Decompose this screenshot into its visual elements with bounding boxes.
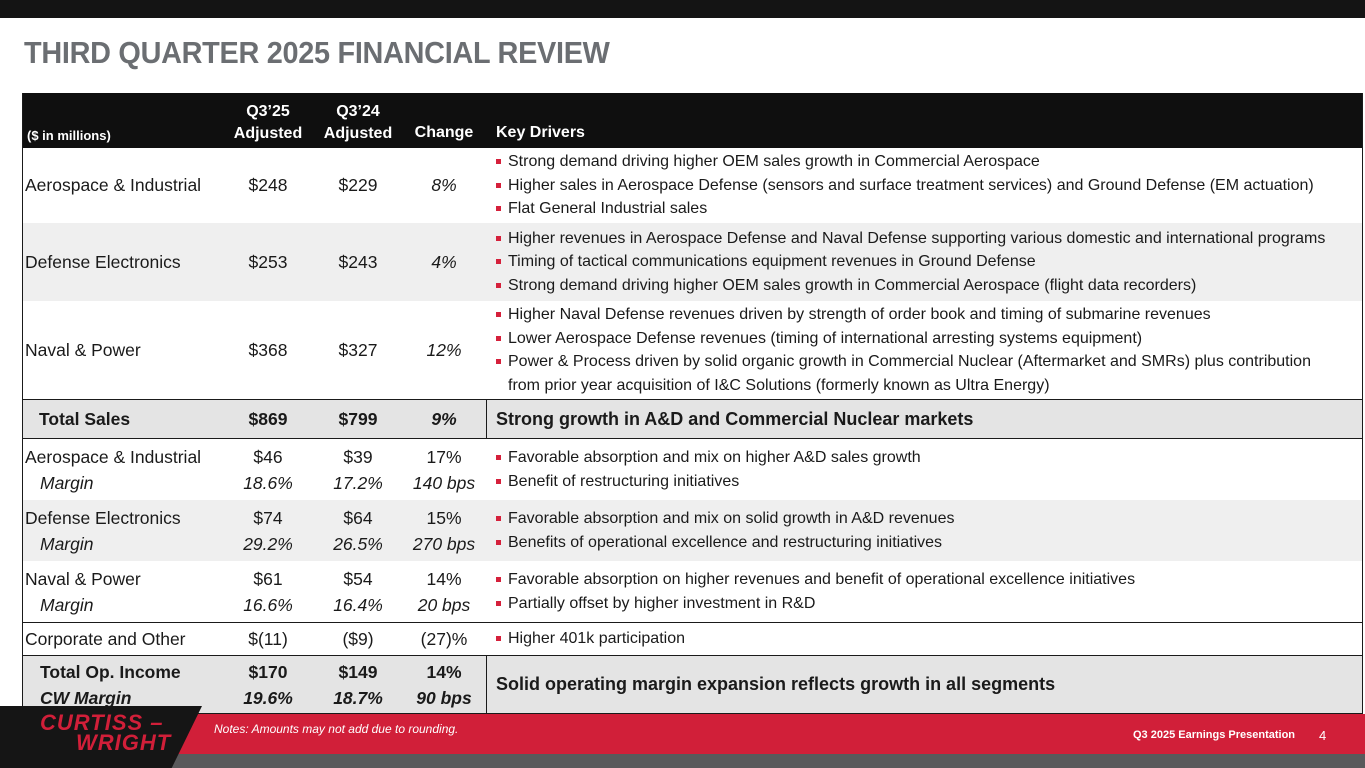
footer-bar <box>0 714 1365 754</box>
segment-label: Aerospace & Industrial Margin <box>25 446 202 493</box>
change-value: 9% <box>431 408 457 429</box>
footnote: Notes: Amounts may not add due to roundi… <box>214 722 459 736</box>
key-drivers: Strong demand driving higher OEM sales g… <box>486 148 1363 223</box>
table-row: Aerospace & Industrial $248 $229 8% Stro… <box>22 148 1363 223</box>
q325-value: $61 16.6% <box>243 568 293 615</box>
segment-label: Aerospace & Industrial <box>25 175 202 195</box>
col-key-drivers: Key Drivers <box>496 124 585 141</box>
q324-value: $149 18.7% <box>333 661 383 708</box>
driver-continuation: from prior year acquisition of I&C Solut… <box>508 376 1050 394</box>
q325-value: $368 <box>248 339 288 360</box>
curtiss-wright-logo: CURTISS – WRIGHT <box>40 710 172 755</box>
driver-bullet: Strong demand driving higher OEM sales g… <box>496 274 1363 298</box>
key-drivers: Favorable absorption and mix on higher A… <box>486 439 1363 500</box>
q324-value: $327 <box>338 339 378 360</box>
change-value: (27)% <box>420 628 468 649</box>
q324-value: $39 17.2% <box>333 446 383 493</box>
change-value: 4% <box>431 251 457 272</box>
total-op-income-label: Total Op. Income CW Margin <box>40 661 181 708</box>
driver-bullet: Favorable absorption on higher revenues … <box>496 568 1363 592</box>
segment-label: Defense Electronics Margin <box>25 507 181 554</box>
driver-bullet: Timing of tactical communications equipm… <box>496 250 1363 274</box>
driver-bullet: Favorable absorption and mix on higher A… <box>496 446 1363 470</box>
driver-bullet: Partially offset by higher investment in… <box>496 592 1363 616</box>
driver-bullet: Higher 401k participation <box>496 627 1363 651</box>
driver-bullet: Power & Process driven by solid organic … <box>496 350 1363 374</box>
driver-bullet: Flat General Industrial sales <box>496 197 1363 221</box>
corporate-row: Corporate and Other $(11) ($9) (27)% Hig… <box>22 622 1363 655</box>
driver-bullet: Strong demand driving higher OEM sales g… <box>496 150 1363 174</box>
total-sales-row: Total Sales $869 $799 9% Strong growth i… <box>22 399 1363 439</box>
change-value: 14% 90 bps <box>416 661 472 708</box>
page-title: THIRD QUARTER 2025 FINANCIAL REVIEW <box>24 35 610 70</box>
top-bar <box>0 0 1365 18</box>
total-op-income-driver: Solid operating margin expansion reflect… <box>486 656 1363 713</box>
table-row: Naval & Power $368 $327 12% Higher Naval… <box>22 301 1363 399</box>
change-value: 8% <box>431 175 457 195</box>
q324-value: $64 26.5% <box>333 507 383 554</box>
q324-value: $799 <box>338 408 378 429</box>
driver-bullet: Lower Aerospace Defense revenues (timing… <box>496 327 1363 351</box>
table-row: Defense Electronics Margin $74 29.2% $64… <box>22 500 1363 561</box>
q325-value: $248 <box>248 175 288 195</box>
driver-bullet: Benefits of operational excellence and r… <box>496 531 1363 555</box>
presentation-title: Q3 2025 Earnings Presentation <box>1133 729 1296 741</box>
q325-value: $46 18.6% <box>243 446 293 493</box>
key-drivers: Favorable absorption and mix on solid gr… <box>486 500 1363 561</box>
q325-value: $253 <box>248 251 288 272</box>
driver-bullet: Higher sales in Aerospace Defense (senso… <box>496 174 1363 198</box>
total-op-income-row: Total Op. Income CW Margin $170 19.6% $1… <box>22 655 1363 714</box>
col-q324: Q3’24 Adjusted <box>323 103 393 142</box>
q325-value: $170 19.6% <box>243 661 293 708</box>
key-drivers: Favorable absorption on higher revenues … <box>486 561 1363 622</box>
col-change: Change <box>414 124 474 141</box>
change-value: 17% 140 bps <box>412 446 476 493</box>
q324-value: $243 <box>338 251 378 272</box>
driver-bullet: Higher Naval Defense revenues driven by … <box>496 303 1363 327</box>
key-drivers: Higher Naval Defense revenues driven by … <box>486 301 1363 399</box>
change-value: 14% 20 bps <box>417 568 471 615</box>
driver-bullet: Higher revenues in Aerospace Defense and… <box>496 227 1363 251</box>
table-header: ($ in millions) Q3’25 Adjusted Q3’24 Adj… <box>22 93 1363 148</box>
q325-value: $74 29.2% <box>243 507 293 554</box>
q325-value: $(11) <box>248 628 288 649</box>
total-sales-driver: Strong growth in A&D and Commercial Nucl… <box>486 400 1363 438</box>
segment-label: Corporate and Other <box>25 628 186 649</box>
key-drivers: Higher revenues in Aerospace Defense and… <box>486 223 1363 301</box>
segment-label: Naval & Power Margin <box>25 568 141 615</box>
driver-bullet: Benefit of restructuring initiatives <box>496 470 1363 494</box>
total-sales-label: Total Sales <box>39 408 131 429</box>
change-value: 15% 270 bps <box>412 507 476 554</box>
table-row: Aerospace & Industrial Margin $46 18.6% … <box>22 439 1363 500</box>
units-label: ($ in millions) <box>27 128 111 143</box>
page-number: 4 <box>1319 728 1327 743</box>
segment-label: Defense Electronics <box>25 251 181 272</box>
logo-background <box>0 706 202 768</box>
q324-value: ($9) <box>342 628 374 649</box>
q324-value: $229 <box>338 175 378 195</box>
driver-bullet: Favorable absorption and mix on solid gr… <box>496 507 1363 531</box>
change-value: 12% <box>426 339 462 360</box>
key-drivers: Higher 401k participation <box>486 623 1363 655</box>
table-row: Naval & Power Margin $61 16.6% $54 16.4%… <box>22 561 1363 622</box>
footer-stripe <box>0 754 1365 768</box>
q325-value: $869 <box>248 408 288 429</box>
segment-label: Naval & Power <box>25 339 141 360</box>
table-row: Defense Electronics $253 $243 4% Higher … <box>22 223 1363 301</box>
q324-value: $54 16.4% <box>333 568 383 615</box>
col-q325: Q3’25 Adjusted <box>233 103 303 142</box>
